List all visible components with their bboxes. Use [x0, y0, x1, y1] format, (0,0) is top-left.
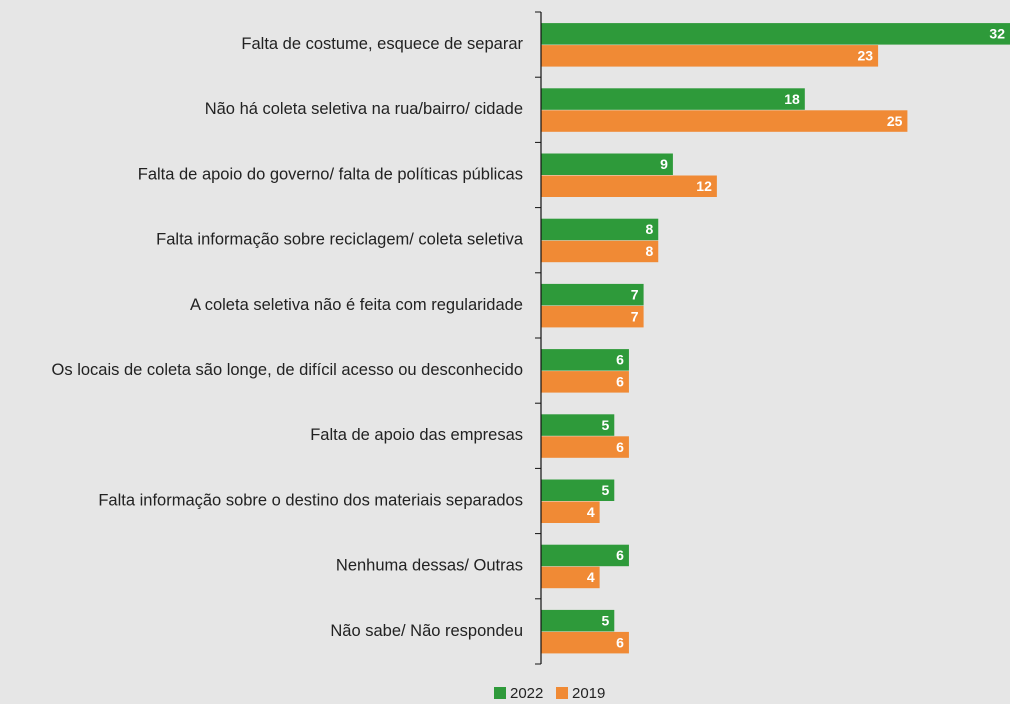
bar [541, 436, 629, 458]
bar [541, 544, 629, 567]
value-label: 25 [887, 113, 903, 129]
value-label: 9 [660, 156, 668, 172]
value-label: 6 [616, 634, 624, 650]
bar [541, 153, 673, 175]
value-label: 5 [601, 612, 609, 628]
value-label: 5 [601, 417, 609, 433]
value-label: 7 [631, 308, 639, 324]
category-label: Falta informação sobre reciclagem/ colet… [156, 231, 524, 249]
category-label: A coleta seletiva não é feita com regula… [190, 296, 523, 314]
bar [541, 501, 600, 523]
bar [541, 349, 629, 371]
category-label: Os locais de coleta são longe, de difíci… [52, 361, 523, 379]
value-label: 6 [616, 439, 624, 455]
category-label: Não há coleta seletiva na rua/bairro/ ci… [205, 100, 523, 118]
bar [541, 479, 615, 501]
bar [541, 566, 600, 589]
bar [541, 175, 717, 197]
bar [541, 305, 644, 328]
bar [541, 45, 879, 67]
value-label: 4 [587, 504, 595, 520]
bar [541, 110, 908, 132]
value-label: 6 [616, 547, 624, 563]
bar [541, 240, 659, 263]
value-label: 8 [645, 221, 653, 237]
legend-label: 2019 [572, 685, 605, 702]
legend-swatch [494, 687, 506, 699]
category-label: Falta informação sobre o destino dos mat… [98, 491, 523, 509]
value-label: 12 [696, 178, 712, 194]
category-label: Falta de apoio do governo/ falta de polí… [138, 165, 523, 183]
value-label: 5 [601, 482, 609, 498]
legend-swatch [556, 687, 568, 699]
legend-label: 2022 [510, 685, 543, 702]
category-label: Falta de costume, esquece de separar [241, 35, 523, 53]
value-label: 8 [645, 243, 653, 259]
value-label: 6 [616, 374, 624, 390]
bar [541, 88, 805, 110]
bar [541, 414, 615, 436]
value-label: 4 [587, 569, 595, 585]
value-label: 23 [858, 48, 874, 64]
value-label: 6 [616, 352, 624, 368]
category-label: Falta de apoio das empresas [310, 426, 523, 444]
bar [541, 23, 1010, 45]
bar [541, 283, 644, 306]
value-label: 7 [631, 286, 639, 302]
bar [541, 609, 615, 632]
value-label: 32 [989, 26, 1005, 42]
category-label: Nenhuma dessas/ Outras [336, 557, 523, 575]
bar [541, 631, 629, 654]
bar [541, 218, 659, 241]
value-label: 18 [784, 91, 800, 107]
bar [541, 371, 629, 393]
category-label: Não sabe/ Não respondeu [330, 622, 523, 640]
